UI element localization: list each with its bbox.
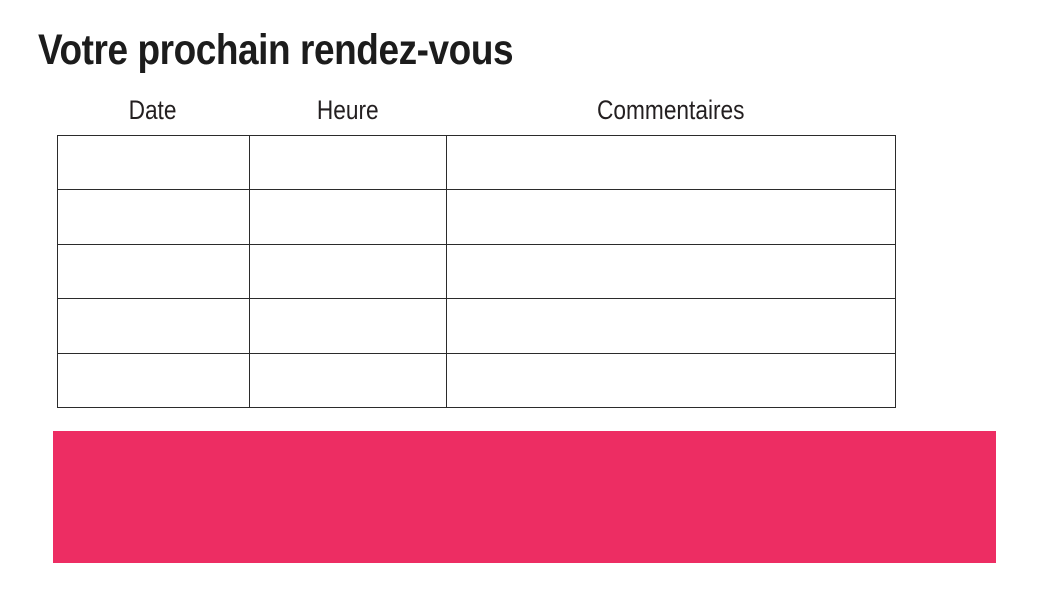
date-cell: [57, 189, 250, 245]
column-header-heure: Heure: [249, 95, 446, 126]
column-header-commentaires-label: Commentaires: [596, 94, 745, 125]
table-row: [57, 352, 896, 409]
column-header-date-label: Date: [129, 94, 177, 125]
appointments-table-body: [57, 134, 896, 409]
appointments-table: [57, 134, 896, 409]
heure-cell: [249, 298, 447, 354]
commentaires-cell: [446, 243, 896, 300]
commentaires-cell: [446, 298, 896, 354]
column-header-date: Date: [57, 95, 249, 126]
heure-cell: [249, 243, 447, 300]
date-cell: [57, 352, 250, 409]
heure-cell: [249, 352, 447, 409]
date-cell: [57, 134, 250, 191]
page-title: Votre prochain rendez-vous: [38, 26, 514, 74]
date-cell: [57, 298, 250, 354]
table-header-row: Date Heure Commentaires: [57, 90, 895, 130]
heure-cell: [249, 189, 447, 245]
table-row: [57, 243, 896, 300]
commentaires-cell: [446, 189, 896, 245]
commentaires-cell: [446, 352, 896, 409]
table-row: [57, 189, 896, 245]
table-row: [57, 298, 896, 354]
heure-cell: [249, 134, 447, 191]
pink-banner: [53, 431, 996, 563]
column-header-heure-label: Heure: [316, 94, 379, 125]
column-header-commentaires: Commentaires: [446, 95, 895, 126]
table-row: [57, 134, 896, 191]
date-cell: [57, 243, 250, 300]
commentaires-cell: [446, 134, 896, 191]
